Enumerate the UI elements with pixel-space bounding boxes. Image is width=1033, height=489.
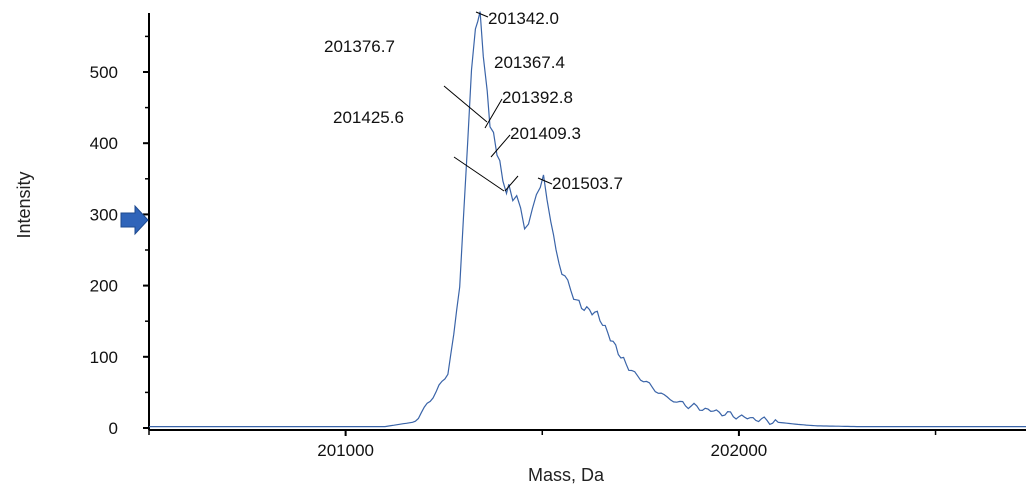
arrow-icon[interactable]	[120, 204, 149, 236]
y-tick-label: 400	[90, 134, 118, 153]
y-tick-label: 100	[90, 348, 118, 367]
y-axis-title: Intensity	[14, 171, 34, 238]
peak-connector	[484, 98, 503, 129]
peak-connector	[490, 134, 511, 158]
x-tick-label: 202000	[711, 441, 768, 460]
peak-label: 201409.3	[510, 124, 581, 143]
y-tick-label: 200	[90, 277, 118, 296]
peak-label: 201425.6	[333, 108, 404, 127]
peak-label: 201392.8	[502, 88, 573, 107]
peak-annotations: 201342.0 201376.7 201367.4 201392.8 201409.3…	[324, 9, 623, 193]
peak-label: 201367.4	[494, 53, 565, 72]
peak-label: 201503.7	[552, 174, 623, 193]
chart-series	[149, 11, 1026, 428]
peak-connector	[537, 177, 553, 185]
chart-axes	[148, 13, 1026, 431]
peak-label: 201376.7	[324, 37, 395, 56]
peak-connector	[443, 85, 488, 123]
spectrum-line	[149, 11, 1026, 428]
y-tick-label: 300	[90, 205, 118, 224]
chart-ticks: 0 100 200 300 400 500 201000 202000	[90, 35, 937, 460]
y-tick-label: 500	[90, 63, 118, 82]
x-axis-title: Mass, Da	[528, 465, 605, 485]
x-tick-label: 201000	[317, 441, 374, 460]
y-tick-label: 0	[109, 419, 118, 438]
peak-connector	[504, 175, 519, 192]
peak-connector	[475, 11, 489, 18]
peak-label: 201342.0	[488, 9, 559, 28]
peak-connector	[453, 156, 505, 192]
